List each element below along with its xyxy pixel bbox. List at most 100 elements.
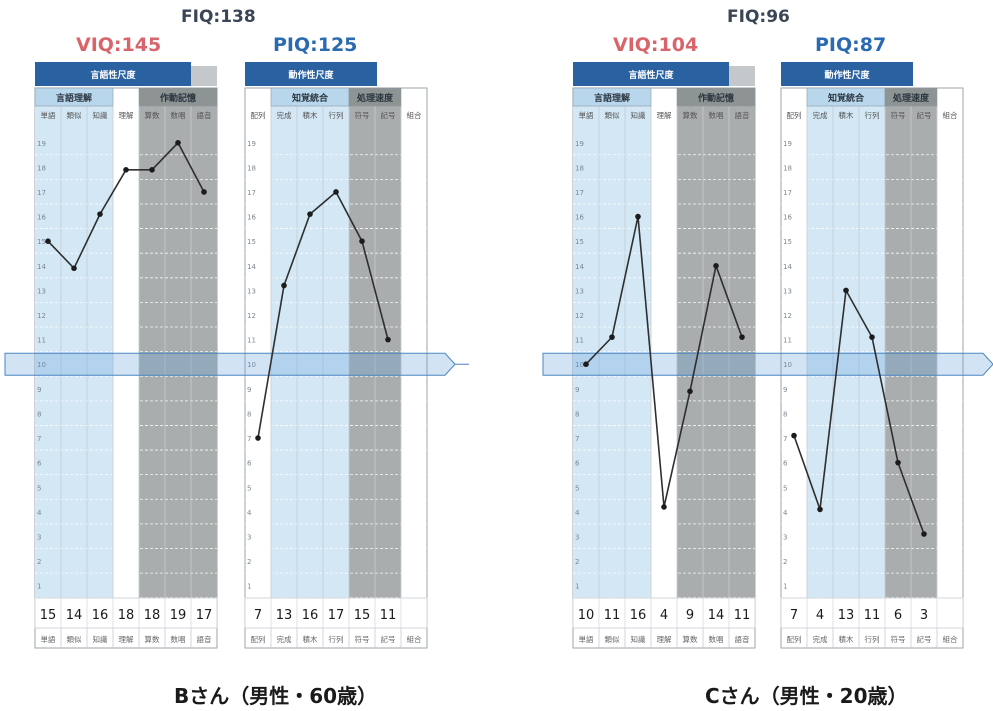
chart-b-verbal-score-6: 19 bbox=[170, 608, 187, 623]
chart-c-subtest-bottom-1: 単語 bbox=[579, 634, 594, 644]
chart-c-verbal-ytick: 6 bbox=[575, 460, 580, 468]
chart-b-verbal-ytick: 5 bbox=[37, 484, 41, 492]
chart-b-verbal-ytick: 1 bbox=[37, 583, 41, 591]
chart-b-performance-score-1: 7 bbox=[254, 608, 262, 623]
chart-c-subtest-bottom-6: 数唱 bbox=[709, 634, 724, 644]
chart-b-verbal-ytick: 11 bbox=[37, 337, 46, 345]
chart-c-performance-ytick: 11 bbox=[783, 337, 792, 345]
chart-b-performance-ytick: 19 bbox=[247, 140, 256, 148]
chart-b-verbal-ytick: 14 bbox=[37, 263, 46, 271]
chart-c-caption: Cさん（男性・20歳） bbox=[705, 684, 908, 708]
chart-b-performance-point-6 bbox=[385, 336, 391, 343]
chart-c-verbal-score-5: 9 bbox=[686, 608, 694, 623]
chart-b-performance-score-2: 13 bbox=[276, 608, 293, 623]
chart-c-performance-ytick: 9 bbox=[783, 386, 787, 394]
chart-b-verbal-tab-shadow bbox=[191, 66, 217, 86]
chart-b-verbal-scale-label: 言語性尺度 bbox=[90, 69, 136, 81]
chart-c-group-label: 処理速度 bbox=[892, 92, 930, 104]
chart-c-performance-ytick: 7 bbox=[783, 435, 787, 443]
chart-b-piq: PIQ:125 bbox=[273, 34, 358, 56]
chart-c-verbal-ytick: 18 bbox=[575, 164, 584, 172]
chart-c-performance-ytick: 2 bbox=[783, 558, 787, 566]
chart-c-subtest-bottom-7: 組合 bbox=[943, 634, 958, 644]
chart-c-verbal-score-6: 14 bbox=[708, 608, 725, 623]
chart-c-performance-score-5: 6 bbox=[894, 608, 902, 623]
chart-b-viq: VIQ:145 bbox=[76, 34, 162, 56]
chart-b-performance-ytick: 17 bbox=[247, 189, 256, 197]
chart-c-subtest-top-2: 完成 bbox=[813, 110, 828, 120]
chart-c-group-label: 言語理解 bbox=[594, 92, 630, 104]
chart-c-subtest-top-6: 記号 bbox=[917, 110, 932, 120]
chart-b-verbal-col-2 bbox=[61, 106, 87, 598]
chart-c-verbal-scale-tab bbox=[573, 62, 729, 86]
chart-b-subtest-bottom-1: 配列 bbox=[251, 634, 266, 644]
chart-c-performance-ytick: 8 bbox=[783, 410, 787, 418]
chart-b-subtest-top-7: 語音 bbox=[197, 110, 212, 120]
chart-b-verbal-score-4: 18 bbox=[118, 608, 135, 623]
chart-c-verbal-tab-shadow bbox=[729, 66, 755, 86]
chart-b-performance-ytick: 18 bbox=[247, 164, 256, 172]
chart-c-subtest-bottom-2: 完成 bbox=[813, 634, 828, 644]
chart-c-verbal-point-4 bbox=[661, 504, 667, 510]
chart-c-subtest-bottom-2: 類似 bbox=[605, 634, 620, 644]
chart-b-subtest-top-7: 組合 bbox=[407, 110, 422, 120]
chart-b-performance-ytick: 11 bbox=[247, 337, 256, 345]
chart-b-group-label: 知覚統合 bbox=[291, 92, 329, 104]
chart-b-mean-band bbox=[4, 352, 456, 376]
chart-c-performance-ytick: 1 bbox=[783, 583, 787, 591]
chart-c-subtest-top-7: 語音 bbox=[735, 110, 750, 120]
chart-c-subtest-top-4: 理解 bbox=[657, 110, 672, 120]
chart-c-verbal-ytick: 16 bbox=[575, 214, 584, 222]
chart-b-subtest-bottom-3: 知識 bbox=[93, 634, 108, 644]
chart-b-performance-score-row bbox=[244, 597, 428, 629]
chart-c-performance-ytick: 12 bbox=[783, 312, 792, 320]
chart-c-performance-score-3: 13 bbox=[838, 608, 855, 623]
chart-b-verbal-ytick: 3 bbox=[37, 533, 41, 541]
chart-c-subtest-bottom-3: 知識 bbox=[631, 634, 646, 644]
chart-c-verbal-point-5 bbox=[687, 388, 693, 395]
chart-b-verbal-ytick: 10 bbox=[37, 361, 46, 369]
chart-c-subtest-top-1: 単語 bbox=[579, 110, 594, 120]
chart-c-piq: PIQ:87 bbox=[815, 34, 887, 56]
chart-b-subtest-top-4: 理解 bbox=[119, 110, 134, 120]
chart-b-verbal-point-2 bbox=[71, 265, 77, 272]
chart-c-subtest-top-7: 組合 bbox=[943, 110, 958, 120]
chart-b-subtest-bottom-3: 積木 bbox=[303, 634, 318, 644]
chart-c-performance-ytick: 4 bbox=[783, 509, 788, 517]
chart-c-performance-ytick: 14 bbox=[783, 263, 792, 271]
chart-c-subtest-bottom-4: 行列 bbox=[865, 634, 880, 644]
chart-b-verbal-ytick: 2 bbox=[37, 558, 41, 566]
chart-c-performance-point-5 bbox=[895, 459, 901, 466]
chart-b-subtest-top-3: 知識 bbox=[93, 110, 108, 120]
chart-b-performance-ytick: 2 bbox=[247, 558, 251, 566]
chart-c-subtest-bottom-3: 積木 bbox=[839, 634, 854, 644]
chart-b-subtest-top-3: 積木 bbox=[303, 110, 318, 120]
chart-c-verbal-score-1: 10 bbox=[578, 608, 595, 623]
chart-c-subtest-top-3: 積木 bbox=[839, 110, 854, 120]
chart-c-subtest-top-1: 配列 bbox=[787, 110, 802, 120]
chart-b-performance-score-6: 11 bbox=[380, 608, 397, 623]
chart-b-performance-point-5 bbox=[359, 238, 365, 244]
chart-c-performance-score-4: 11 bbox=[864, 608, 881, 623]
chart-c-verbal-ytick: 8 bbox=[575, 410, 579, 418]
chart-c-verbal-ytick: 17 bbox=[575, 189, 584, 197]
chart-b-performance-ytick: 7 bbox=[247, 435, 251, 443]
chart-b-performance-ytick: 15 bbox=[247, 238, 256, 246]
chart-b-subtest-bottom-2: 類似 bbox=[67, 634, 82, 644]
chart-b-performance-ytick: 12 bbox=[247, 312, 256, 320]
chart-c-performance-ytick: 13 bbox=[783, 287, 792, 295]
chart-c-verbal-ytick: 4 bbox=[575, 509, 580, 517]
chart-c-verbal-score-2: 11 bbox=[604, 608, 621, 623]
chart-c-verbal-ytick: 3 bbox=[575, 533, 579, 541]
chart-b-verbal-point-6 bbox=[175, 139, 181, 146]
chart-c-verbal-ytick: 1 bbox=[575, 583, 579, 591]
chart-c-performance-ytick: 19 bbox=[783, 140, 792, 148]
chart-b-group-box bbox=[138, 87, 218, 107]
chart-c-subtest-top-4: 行列 bbox=[865, 110, 880, 120]
chart-b-verbal-point-1 bbox=[45, 238, 51, 244]
chart-b-verbal-ytick: 9 bbox=[37, 386, 41, 394]
chart-b-subtest-top-2: 完成 bbox=[277, 110, 292, 120]
chart-c-performance-ytick: 18 bbox=[783, 164, 792, 172]
chart-c-group-box bbox=[676, 87, 756, 107]
